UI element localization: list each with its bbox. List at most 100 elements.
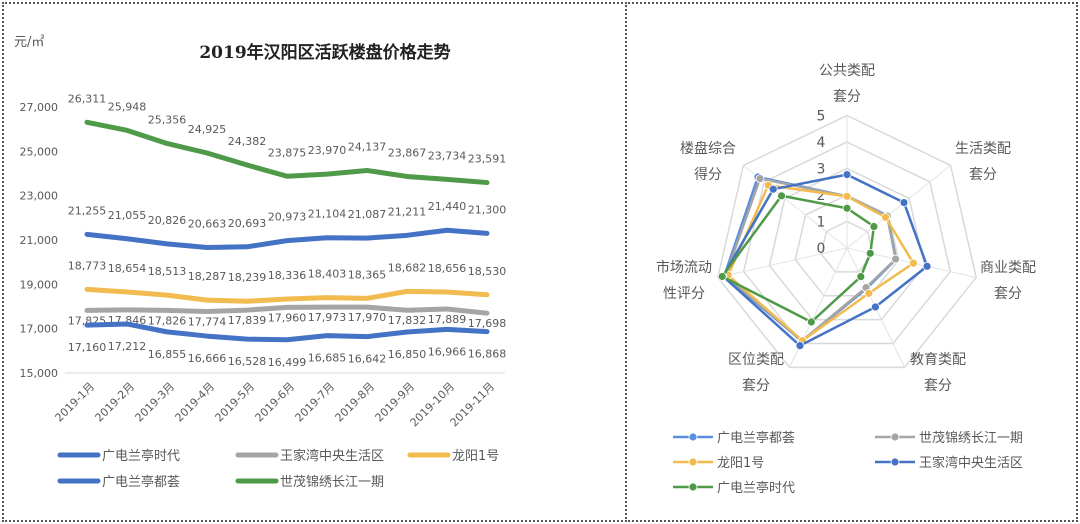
legend-label: 广电兰亭时代 xyxy=(102,448,180,464)
radar-axis-label: 套分 xyxy=(924,378,952,394)
legend-label: 广电兰亭都荟 xyxy=(102,474,180,490)
data-label: 24,382 xyxy=(228,135,267,148)
data-label: 21,087 xyxy=(348,208,387,221)
data-label: 25,356 xyxy=(148,113,187,126)
series-line xyxy=(84,286,490,304)
data-label: 17,212 xyxy=(108,340,147,353)
data-label: 17,960 xyxy=(268,311,307,324)
data-label: 16,499 xyxy=(268,356,307,369)
radar-axis-label: 性评分 xyxy=(663,286,705,302)
data-label: 16,642 xyxy=(348,353,387,366)
y-tick-label: 15,000 xyxy=(20,367,59,380)
series-line xyxy=(84,304,490,316)
x-tick-label: 2019-5月 xyxy=(213,380,258,425)
radar-gridline xyxy=(768,167,926,321)
data-label: 23,591 xyxy=(468,153,507,166)
legend-label: 世茂锦绣长江一期 xyxy=(919,431,1023,446)
radar-point xyxy=(806,317,816,327)
data-label: 26,311 xyxy=(68,92,107,105)
data-label: 18,656 xyxy=(428,262,467,275)
data-label: 23,875 xyxy=(268,146,307,159)
radar-gridline xyxy=(820,220,874,273)
radar-point xyxy=(856,272,866,282)
y-tick-label: 25,000 xyxy=(20,145,59,158)
radar-axis-label: 得分 xyxy=(694,166,722,183)
legend-marker xyxy=(890,432,900,442)
y-tick-label: 23,000 xyxy=(20,190,59,203)
data-label: 21,255 xyxy=(68,204,107,217)
data-label: 20,693 xyxy=(228,217,267,230)
radar-point xyxy=(869,222,879,231)
x-tick-label: 2019-7月 xyxy=(293,380,338,425)
radar-point xyxy=(777,191,786,201)
radar-series-line xyxy=(726,183,916,343)
legend-label: 龙阳1号 xyxy=(452,449,499,464)
data-label: 16,666 xyxy=(188,352,227,365)
radar-spoke xyxy=(846,164,951,249)
radar-tick-label: 5 xyxy=(817,109,826,125)
series-line xyxy=(84,119,490,186)
legend-label: 广电兰亭都荟 xyxy=(717,430,795,446)
radar-axis-label: 公共类配 xyxy=(819,63,875,79)
x-tick-label: 2019-1月 xyxy=(53,380,98,425)
data-label: 16,850 xyxy=(388,348,427,361)
radar-point xyxy=(864,288,874,298)
y-tick-label: 17,000 xyxy=(20,323,59,336)
y-axis-unit-label: 元/㎡ xyxy=(14,35,44,50)
data-label: 17,839 xyxy=(228,314,267,327)
radar-chart-frame xyxy=(625,2,1078,522)
data-label: 24,925 xyxy=(188,123,227,136)
data-label: 16,528 xyxy=(228,355,267,368)
data-label: 21,300 xyxy=(468,203,507,216)
radar-tick-label: 3 xyxy=(817,162,826,178)
data-label: 18,654 xyxy=(108,262,147,275)
radar-point xyxy=(717,272,727,281)
data-label: 18,530 xyxy=(468,265,507,278)
data-label: 16,685 xyxy=(308,352,347,365)
data-label: 17,970 xyxy=(348,311,387,324)
radar-point xyxy=(881,212,890,222)
data-label: 18,239 xyxy=(228,271,267,284)
legend-label: 王家湾中央生活区 xyxy=(280,448,384,464)
radar-point xyxy=(870,302,880,312)
radar-point xyxy=(922,261,932,271)
legend-label: 世茂锦绣长江一期 xyxy=(280,475,384,490)
data-label: 21,211 xyxy=(388,205,427,218)
radar-spoke xyxy=(717,247,848,278)
radar-axis-label: 楼盘综合 xyxy=(680,140,736,157)
data-label: 17,774 xyxy=(188,316,227,329)
radar-tick-label: 1 xyxy=(817,215,826,231)
legend-marker xyxy=(688,457,698,467)
radar-tick-label: 4 xyxy=(817,135,826,151)
legend-marker xyxy=(688,432,698,442)
legend-marker xyxy=(688,482,698,492)
radar-axis-label: 教育类配 xyxy=(910,352,966,368)
radar-axis-label: 套分 xyxy=(742,378,770,394)
y-tick-label: 21,000 xyxy=(20,234,59,247)
radar-axis-label: 商业类配 xyxy=(980,260,1036,276)
data-label: 17,973 xyxy=(308,311,347,324)
legend-label: 龙阳1号 xyxy=(717,456,764,471)
x-tick-label: 2019-4月 xyxy=(173,380,218,425)
data-label: 21,440 xyxy=(428,200,467,213)
data-label: 20,826 xyxy=(148,214,187,227)
radar-point xyxy=(842,170,852,179)
data-label: 16,966 xyxy=(428,345,467,358)
series-line xyxy=(84,227,490,250)
radar-axis-label: 套分 xyxy=(994,286,1022,302)
radar-point xyxy=(899,198,909,207)
radar-axis-label: 区位类配 xyxy=(728,352,784,368)
x-tick-label: 2019-3月 xyxy=(133,380,178,425)
data-label: 21,055 xyxy=(108,209,147,222)
x-tick-label: 2019-8月 xyxy=(333,380,378,425)
radar-axis-label: 市场流动 xyxy=(656,259,712,276)
radar-point xyxy=(842,203,852,213)
radar-gridline xyxy=(742,141,952,345)
data-label: 17,889 xyxy=(428,313,467,326)
x-tick-label: 2019-6月 xyxy=(253,380,298,425)
data-label: 23,867 xyxy=(388,146,427,159)
data-label: 18,403 xyxy=(308,268,347,281)
legend-label: 广电兰亭时代 xyxy=(717,480,795,496)
series-line xyxy=(84,321,490,343)
